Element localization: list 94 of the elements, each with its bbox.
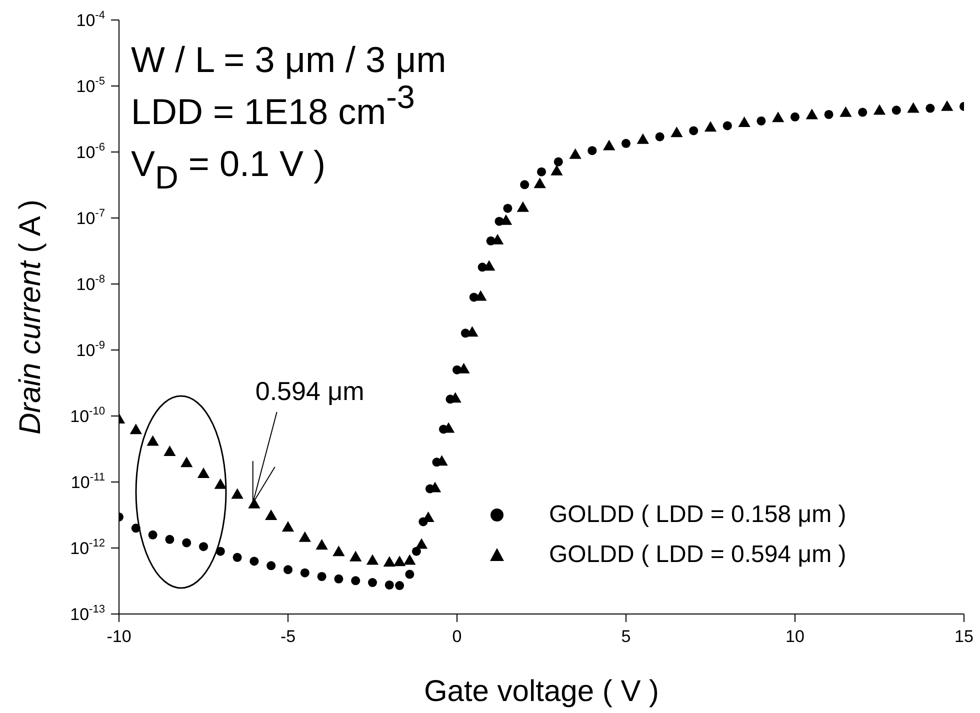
point — [858, 108, 868, 117]
point — [892, 106, 901, 115]
point — [165, 534, 174, 544]
point — [621, 138, 631, 148]
point — [182, 538, 192, 548]
point — [198, 542, 208, 552]
point — [722, 121, 732, 130]
y-tick-label: 10$^{-13}$ — [70, 603, 105, 624]
point — [636, 133, 649, 144]
legend-label: GOLDD ( LDD = 0.158 μm ) — [549, 501, 846, 529]
point — [603, 140, 616, 150]
x-tick-label: 5 — [621, 627, 631, 646]
point — [404, 554, 416, 565]
point — [334, 574, 344, 584]
point — [148, 530, 158, 540]
point — [316, 539, 328, 550]
point — [332, 546, 345, 556]
point — [790, 112, 800, 122]
point — [232, 552, 242, 562]
point — [164, 445, 176, 456]
point — [266, 561, 276, 570]
point — [368, 578, 378, 588]
point — [689, 126, 698, 136]
point — [405, 570, 414, 579]
point — [486, 236, 496, 246]
x-tick-label: 15 — [954, 627, 974, 646]
point — [130, 424, 142, 434]
point — [907, 102, 920, 113]
point — [317, 572, 326, 582]
y-tick-label: 10$^{-8}$ — [76, 273, 105, 294]
point — [283, 565, 293, 574]
point — [516, 201, 529, 212]
point — [588, 146, 597, 156]
point — [383, 556, 396, 567]
point — [554, 157, 563, 166]
annotation: 0.594 μm — [255, 376, 364, 406]
x-axis-title: Gate voltage ( V ) — [424, 675, 660, 708]
point — [772, 112, 784, 122]
point — [536, 167, 546, 176]
point — [655, 132, 664, 142]
point — [503, 204, 512, 213]
point — [146, 435, 159, 446]
point — [298, 531, 311, 542]
point — [366, 554, 379, 565]
point — [550, 164, 563, 176]
point — [300, 568, 310, 578]
x-tick-label: 10 — [786, 627, 804, 646]
y-tick-label: 10$^{-4}$ — [76, 9, 105, 30]
annotation: W / L = 3 μm / 3 μm — [131, 39, 446, 80]
point — [350, 550, 362, 562]
point — [384, 580, 394, 590]
point — [840, 106, 852, 117]
point — [282, 521, 294, 532]
point — [460, 328, 470, 338]
point — [670, 126, 683, 138]
point — [351, 576, 360, 586]
point — [824, 110, 834, 120]
y-tick-label: 10$^{-9}$ — [76, 339, 105, 360]
point — [926, 104, 935, 113]
x-tick-label: -5 — [280, 627, 296, 646]
point — [452, 365, 462, 374]
point — [265, 509, 278, 520]
y-tick-label: 10$^{-10}$ — [70, 405, 105, 426]
legend-label: GOLDD ( LDD = 0.594 μm ) — [549, 541, 846, 569]
y-tick-label: 10$^{-7}$ — [76, 207, 105, 228]
point — [534, 178, 546, 188]
point — [412, 546, 421, 556]
y-tick-label: 10$^{-11}$ — [70, 471, 105, 492]
point — [738, 116, 750, 128]
point — [806, 108, 818, 120]
point — [478, 262, 487, 272]
point — [494, 216, 504, 226]
y-tick-label: 10$^{-6}$ — [76, 141, 105, 162]
y-tick-label: 10$^{-5}$ — [76, 75, 105, 96]
point — [395, 581, 404, 590]
point — [941, 100, 954, 111]
point — [231, 488, 244, 499]
point — [469, 292, 478, 302]
point — [393, 556, 406, 566]
x-tick-label: 0 — [452, 627, 462, 646]
point — [418, 517, 428, 526]
point — [756, 116, 766, 126]
point — [197, 467, 210, 478]
point — [250, 556, 259, 566]
point — [704, 121, 717, 132]
x-tick-label: -10 — [106, 627, 132, 646]
y-axis-title: Drain current ( A ) — [14, 199, 47, 435]
point — [520, 180, 530, 190]
point — [180, 456, 193, 468]
point — [415, 538, 428, 549]
point — [569, 148, 582, 159]
point — [873, 104, 886, 115]
y-tick-label: 10$^{-12}$ — [70, 537, 105, 558]
point — [214, 478, 226, 489]
